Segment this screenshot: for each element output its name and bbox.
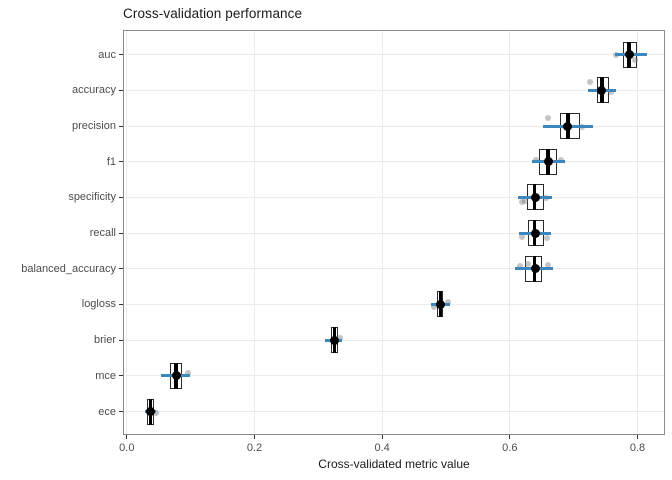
h-gridline [124, 196, 664, 198]
cv-fold-point [544, 261, 551, 268]
x-axis-title: Cross-validated metric value [318, 457, 470, 471]
mean-point-mce [172, 371, 182, 381]
y-axis-tick-label: balanced_accuracy [21, 262, 116, 275]
cv-fold-point [518, 199, 525, 206]
x-axis-tick-label: 0.8 [629, 442, 646, 454]
y-axis-tick-label: f1 [106, 155, 116, 168]
chart-title: Cross-validation performance [123, 6, 303, 21]
cv-fold-point [607, 89, 614, 96]
v-gridline [637, 31, 639, 434]
mean-point-f1 [544, 157, 554, 167]
y-axis-tick-label: logloss [81, 298, 116, 311]
y-axis-tick [119, 125, 123, 127]
v-gridline [253, 31, 255, 434]
v-gridline [381, 31, 383, 434]
h-gridline [124, 232, 664, 234]
h-gridline [124, 125, 664, 127]
y-axis-tick-label: recall [89, 227, 116, 240]
mean-point-ece [145, 407, 155, 416]
x-axis-tick-label: 0.4 [374, 442, 390, 454]
x-axis-tick [253, 435, 255, 439]
y-axis-tick [119, 268, 123, 270]
y-axis-tick [119, 232, 123, 234]
y-axis-tick [119, 339, 123, 341]
cv-fold-point [557, 156, 564, 163]
y-axis-tick-label: ece [98, 405, 116, 418]
h-gridline [124, 303, 664, 305]
v-gridline [509, 31, 511, 434]
x-axis-tick [637, 435, 639, 439]
cv-fold-point [444, 299, 451, 306]
h-gridline [124, 268, 664, 270]
cv-fold-point [521, 198, 528, 205]
x-axis-tick [381, 435, 383, 439]
y-axis-tick [119, 196, 123, 198]
cv-fold-point [337, 335, 344, 342]
h-gridline [124, 54, 664, 56]
cv-fold-point [543, 235, 550, 242]
y-axis-tick-label: auc [98, 48, 116, 61]
x-axis-tick [126, 435, 128, 439]
y-axis-tick [119, 411, 123, 412]
cv-fold-point [518, 234, 525, 241]
y-axis-tick [119, 161, 123, 163]
cv-fold-point [524, 260, 531, 267]
cv-fold-point [587, 79, 594, 86]
mean-point-auc [624, 50, 634, 60]
y-axis-tick-label: brier [93, 334, 116, 347]
y-axis-tick-label: precision [71, 120, 116, 133]
y-axis-tick-label: accuracy [71, 84, 116, 97]
y-axis-tick-label: mce [95, 369, 116, 382]
cv-fold-point [631, 56, 638, 63]
mean-point-brier [330, 335, 340, 345]
mean-point-specificity [530, 192, 540, 202]
mean-point-precision [563, 121, 573, 131]
cv-fold-point [185, 369, 192, 376]
y-axis-tick [119, 89, 123, 91]
h-gridline [124, 89, 664, 91]
h-gridline [124, 339, 664, 341]
y-axis-tick [119, 54, 123, 56]
mean-point-logloss [435, 299, 445, 309]
mean-point-accuracy [597, 85, 607, 95]
cv-fold-point [545, 115, 552, 122]
y-axis-tick-label: specificity [68, 191, 116, 204]
cv-fold-point [430, 304, 437, 311]
x-axis-tick-label: 0.6 [502, 442, 518, 454]
y-axis-tick [119, 375, 123, 377]
cv-fold-point [517, 262, 524, 269]
h-gridline [124, 411, 664, 412]
mean-point-recall [530, 228, 540, 238]
h-gridline [124, 161, 664, 163]
cv-fold-point [153, 409, 160, 416]
v-gridline [126, 31, 128, 434]
mean-point-balanced_accuracy [530, 264, 540, 274]
h-gridline [124, 375, 664, 377]
cv-fold-point [533, 156, 539, 163]
plot-panel [123, 30, 665, 435]
x-axis-tick-label: 0.2 [246, 442, 263, 454]
x-axis-tick-label: 0.0 [119, 442, 135, 454]
x-axis-tick [509, 435, 511, 439]
y-axis-tick [119, 303, 123, 305]
